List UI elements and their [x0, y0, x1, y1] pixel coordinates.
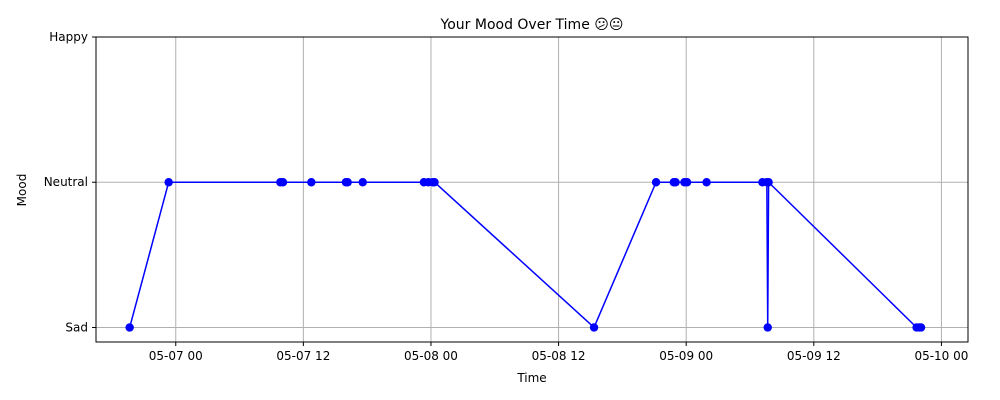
data-point [651, 178, 661, 187]
data-point [671, 178, 680, 187]
series-markers [125, 178, 926, 332]
data-point [278, 178, 288, 187]
plot-frame [95, 36, 969, 343]
x-tick-label: 05-07 00 [149, 349, 203, 363]
x-tick-label: 05-08 12 [532, 349, 586, 363]
x-tick-label: 05-10 00 [914, 349, 968, 363]
data-point [589, 323, 599, 332]
chart-title: Your Mood Over Time 😕😐 [440, 17, 624, 33]
data-point [682, 178, 692, 187]
data-point [916, 323, 926, 332]
y-tick-label: Sad [65, 320, 88, 334]
x-tick-label: 05-09 12 [787, 349, 841, 363]
x-tick-label: 05-08 00 [404, 349, 458, 363]
data-point [125, 323, 134, 332]
y-tick-label: Happy [49, 30, 88, 44]
data-point [358, 178, 367, 187]
y-axis-ticks: Sad Neutral Happy [44, 30, 96, 334]
x-axis-label: Time [516, 371, 546, 385]
x-tick-label: 05-07 12 [276, 349, 330, 363]
data-point [702, 178, 711, 187]
y-axis-label: Mood [15, 174, 29, 207]
series-line-segment [766, 182, 770, 328]
data-point [164, 178, 173, 187]
x-tick-label: 05-09 00 [659, 349, 713, 363]
series-line-segment [768, 181, 918, 329]
data-point [307, 178, 316, 187]
x-axis-ticks: 05-07 00 05-07 12 05-08 00 05-08 12 05-09 00… [149, 342, 968, 363]
data-point [763, 323, 772, 332]
series-line-segment [593, 181, 657, 328]
series-line-segment [434, 181, 595, 329]
data-point [430, 178, 439, 187]
data-point [343, 178, 352, 187]
series-line-segment [128, 182, 170, 328]
data-point [764, 178, 773, 187]
y-tick-label: Neutral [44, 175, 88, 189]
series-line-layer [128, 181, 922, 329]
